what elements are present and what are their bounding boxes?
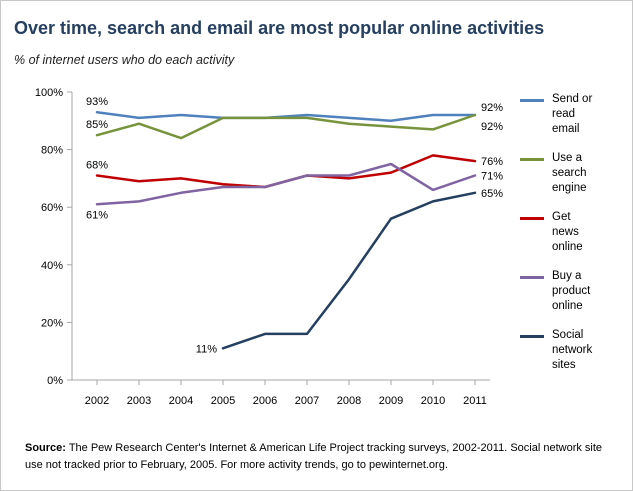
x-tick-label: 2007 xyxy=(295,395,319,407)
legend-label: Use a search engine xyxy=(552,151,622,196)
series-line-3 xyxy=(95,162,477,206)
chart-data-labels: 93% 85% 68% 61% 11% 92% 92% 76% 71% 65% xyxy=(86,96,503,355)
y-tick-label: 20% xyxy=(41,317,63,329)
legend-swatch xyxy=(520,335,544,338)
legend-label-line: network xyxy=(552,344,593,356)
data-label: 68% xyxy=(86,160,108,172)
series-line-1 xyxy=(95,113,477,140)
x-tick-label: 2005 xyxy=(211,395,235,407)
legend-label-line: Get xyxy=(552,211,571,223)
data-label: 92% xyxy=(481,121,503,133)
y-tick-label: 80% xyxy=(41,145,63,157)
data-label: 93% xyxy=(86,96,108,108)
series-line-4 xyxy=(221,191,477,350)
legend-label-line: Use a xyxy=(552,152,583,164)
legend-label-line: Social xyxy=(552,329,584,341)
legend-label-line: news xyxy=(552,226,579,238)
chart-title: Over time, search and email are most pop… xyxy=(14,18,545,38)
legend-label: Get news online xyxy=(552,210,622,255)
data-label: 71% xyxy=(481,171,503,183)
legend-swatch xyxy=(520,158,544,161)
x-tick-label: 2009 xyxy=(379,395,403,407)
legend-label-line: product xyxy=(552,285,591,297)
series-line-0 xyxy=(95,110,477,123)
x-tick-label: 2003 xyxy=(127,395,151,407)
legend-label-line: sites xyxy=(552,359,576,371)
x-tick-label: 2004 xyxy=(169,395,193,407)
data-label: 76% xyxy=(481,156,503,168)
x-tick-label: 2011 xyxy=(463,395,487,407)
source-text: The Pew Research Center's Internet & Ame… xyxy=(25,442,603,471)
x-tick-label: 2002 xyxy=(85,395,109,407)
legend-label-line: search xyxy=(552,167,587,179)
legend-label: Send or read email xyxy=(552,92,622,137)
y-tick-label: 60% xyxy=(41,202,63,214)
y-tick-label: 40% xyxy=(41,260,63,272)
data-label: 61% xyxy=(86,209,108,221)
legend-label: Social network sites xyxy=(552,328,622,373)
data-label: 92% xyxy=(481,102,503,114)
legend-label-line: engine xyxy=(552,182,587,194)
legend-label-line: online xyxy=(552,241,583,253)
source-label: Source: xyxy=(25,442,66,454)
x-tick-label: 2008 xyxy=(337,395,361,407)
data-label: 85% xyxy=(86,119,108,131)
chart-series xyxy=(95,110,477,350)
legend-label-line: Buy a xyxy=(552,270,582,282)
data-label: 11% xyxy=(196,343,217,355)
legend-swatch xyxy=(520,217,544,220)
data-label: 65% xyxy=(481,188,503,200)
legend-swatch xyxy=(520,99,544,102)
legend-label: Buy a product online xyxy=(552,269,622,314)
chart-axes: 0% 20% 40% 60% 80% 100% 2002 2003 2004 2005 2006 20… xyxy=(35,87,490,407)
y-tick-label: 0% xyxy=(47,375,63,387)
y-tick-label: 100% xyxy=(35,87,63,99)
x-tick-label: 2006 xyxy=(253,395,277,407)
legend-label-line: read xyxy=(552,108,576,120)
legend-label-line: online xyxy=(552,300,583,312)
source-note: Source: The Pew Research Center's Intern… xyxy=(25,440,615,474)
x-tick-label: 2010 xyxy=(421,395,445,407)
chart-subtitle: % of internet users who do each activity xyxy=(14,53,235,67)
legend-label-line: Send or xyxy=(552,93,593,105)
legend-label-line: email xyxy=(552,123,580,135)
legend-swatch xyxy=(520,276,544,279)
